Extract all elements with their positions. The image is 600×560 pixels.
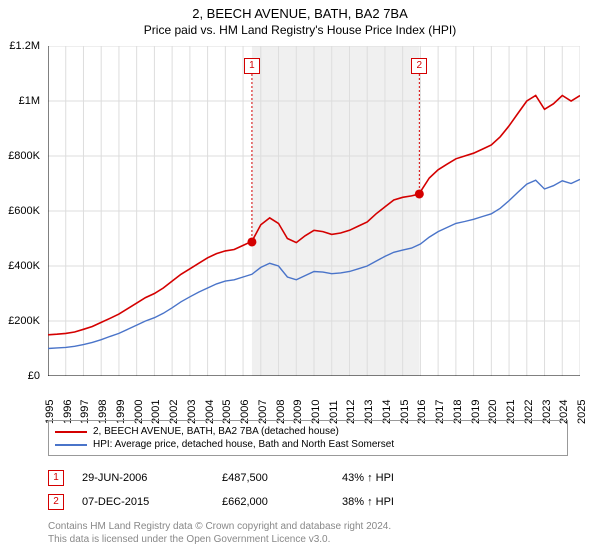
y-tick-label: £200K	[8, 315, 40, 327]
sales-table: 1 29-JUN-2006£487,50043% ↑ HPI 2 07-DEC-201…	[48, 466, 568, 514]
legend-label: 2, BEECH AVENUE, BATH, BA2 7BA (detached…	[93, 426, 339, 437]
chart-subtitle: Price paid vs. HM Land Registry's House …	[0, 21, 600, 37]
sale-hpi: 43% ↑ HPI	[342, 472, 462, 484]
chart-title: 2, BEECH AVENUE, BATH, BA2 7BA	[0, 0, 600, 21]
legend-swatch	[55, 431, 87, 433]
y-axis-labels: £0£200K£400K£600K£800K£1M£1.2M	[0, 46, 44, 376]
y-tick-label: £1M	[19, 95, 40, 107]
sale-marker-label: 2	[411, 58, 427, 74]
sale-date: 07-DEC-2015	[82, 496, 222, 508]
x-axis-labels: 1995199619971998199920002001200220032004…	[48, 378, 580, 418]
sale-row: 2 07-DEC-2015£662,00038% ↑ HPI	[48, 490, 568, 514]
legend-box: 2, BEECH AVENUE, BATH, BA2 7BA (detached…	[48, 420, 568, 456]
footer-attribution: Contains HM Land Registry data © Crown c…	[48, 520, 568, 546]
footer-line-1: Contains HM Land Registry data © Crown c…	[48, 520, 568, 533]
chart-container: 2, BEECH AVENUE, BATH, BA2 7BA Price pai…	[0, 0, 600, 560]
sale-price: £487,500	[222, 472, 342, 484]
chart-plot-area: 12	[48, 46, 580, 376]
legend-swatch	[55, 444, 87, 446]
chart-svg	[48, 46, 580, 376]
sale-row-marker: 2	[48, 494, 64, 510]
y-tick-label: £1.2M	[9, 40, 40, 52]
sale-hpi: 38% ↑ HPI	[342, 496, 462, 508]
y-tick-label: £800K	[8, 150, 40, 162]
y-tick-label: £0	[28, 370, 40, 382]
sale-price: £662,000	[222, 496, 342, 508]
x-tick-label: 2025	[576, 400, 588, 424]
sale-row: 1 29-JUN-2006£487,50043% ↑ HPI	[48, 466, 568, 490]
y-tick-label: £400K	[8, 260, 40, 272]
sale-date: 29-JUN-2006	[82, 472, 222, 484]
sale-marker-label: 1	[244, 58, 260, 74]
legend-item: HPI: Average price, detached house, Bath…	[55, 438, 561, 451]
legend-label: HPI: Average price, detached house, Bath…	[93, 439, 394, 450]
footer-line-2: This data is licensed under the Open Gov…	[48, 533, 568, 546]
sale-row-marker: 1	[48, 470, 64, 486]
legend-item: 2, BEECH AVENUE, BATH, BA2 7BA (detached…	[55, 425, 561, 438]
y-tick-label: £600K	[8, 205, 40, 217]
